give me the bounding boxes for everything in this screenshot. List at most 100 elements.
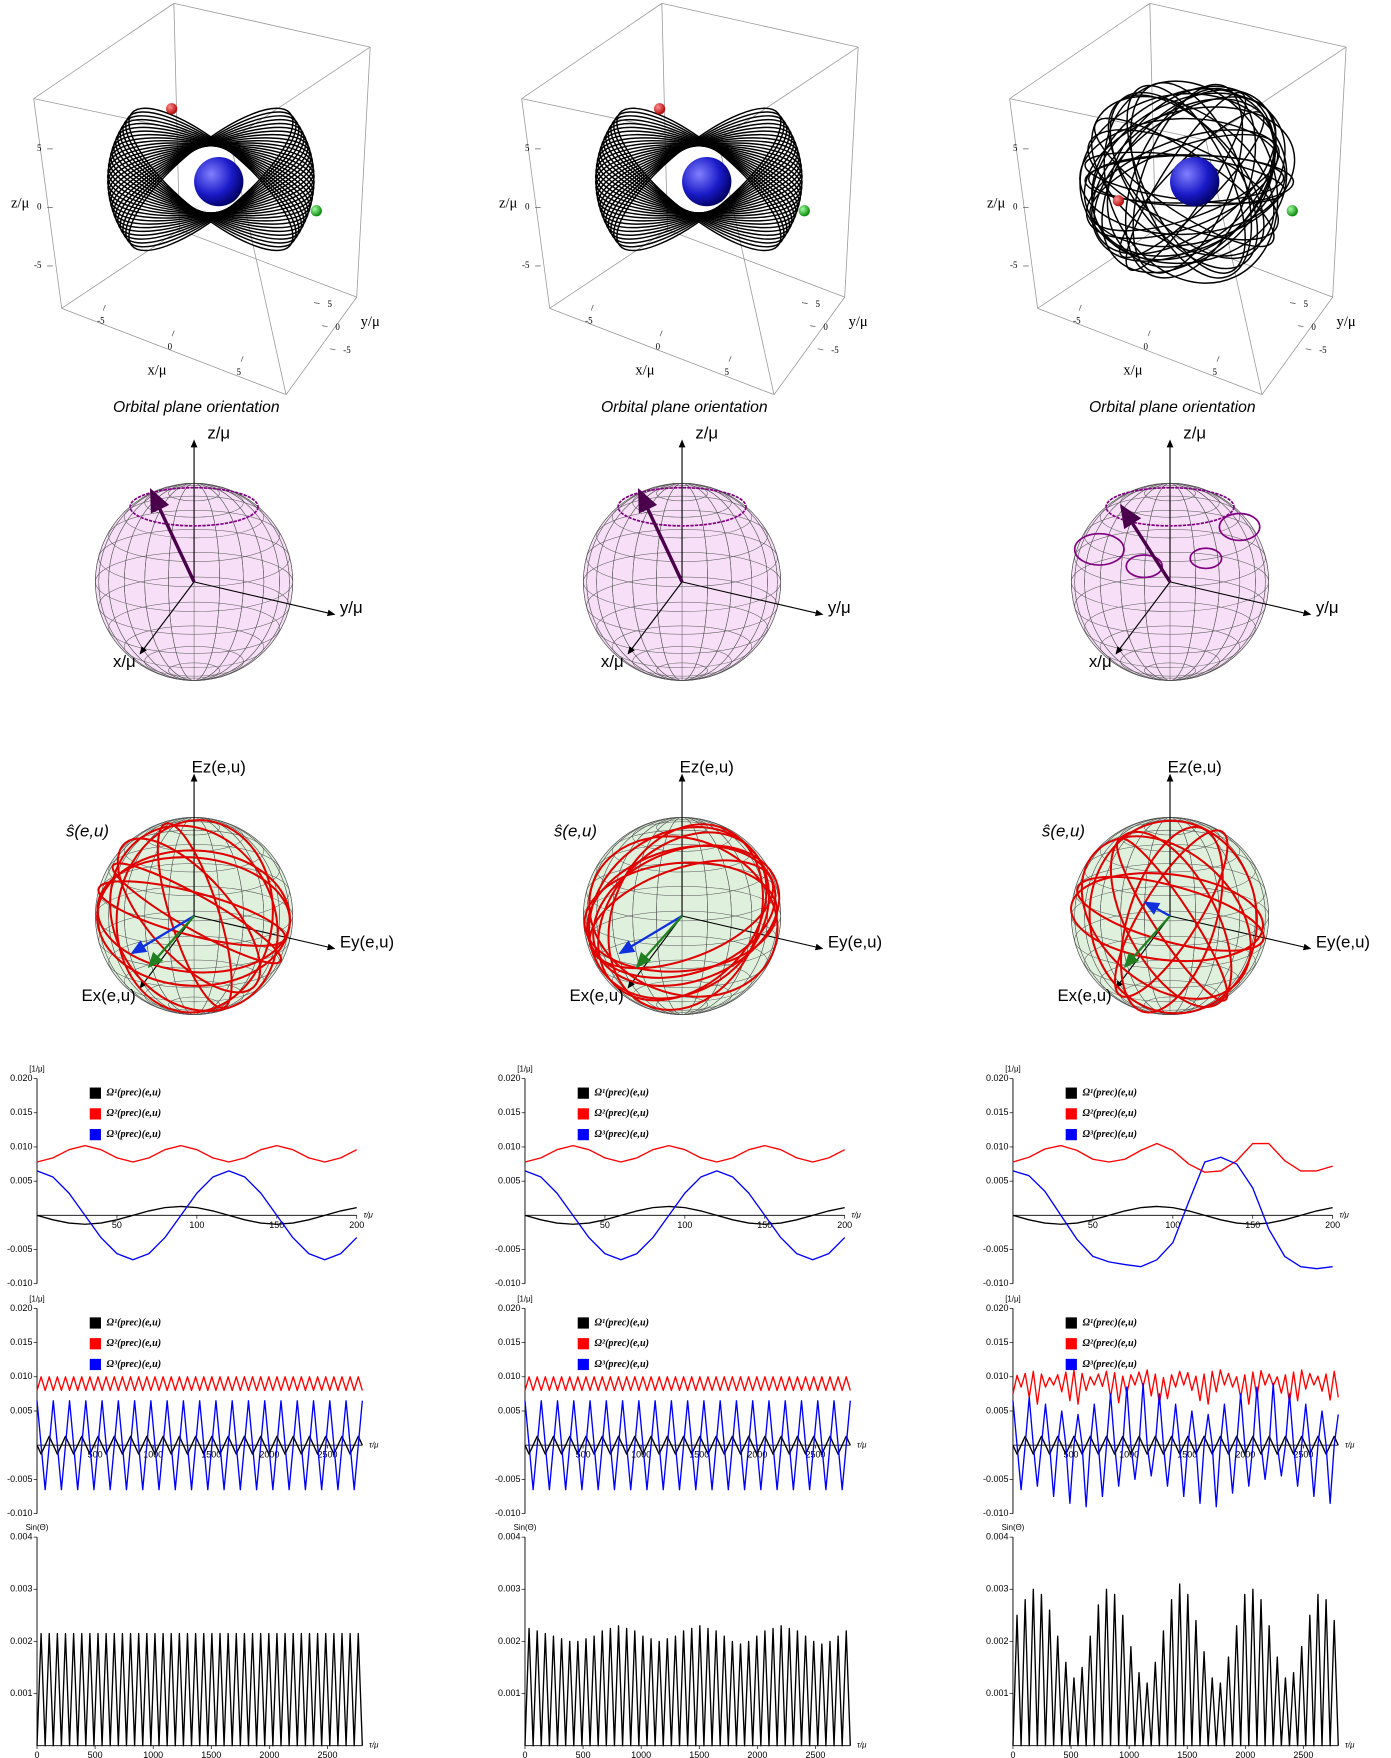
y-tick-label: 0.010 [498,1371,520,1381]
box-edge [1009,98,1039,309]
x-tick-label: 100 [677,1220,692,1230]
y-tick-label: -0.010 [7,1278,32,1288]
series-line [524,1376,851,1392]
parallel [1084,601,1256,654]
spin-curve [1076,875,1265,952]
box-edge [285,296,358,395]
central-body [682,156,732,207]
box-edge [179,229,357,298]
y-tick [1297,325,1304,328]
z-axis-label: Ez(e,u) [680,757,734,776]
parallel [656,662,708,679]
z-tick-label: 5 [37,143,42,153]
y-tick-label: -0.010 [983,1508,1008,1518]
precession-curve [129,486,259,527]
trajectory [129,486,259,527]
legend-swatch [89,1338,101,1350]
panel: -5 0 5 -5 0 5 -5 0 5 z/μ y/μ x/μ [987,2,1356,396]
orbit-wireframe [106,107,315,252]
legend-label: Ω¹(prec)(e,u) [1083,1317,1137,1328]
x-axis [1115,581,1171,655]
precession-loop [1218,512,1261,542]
legend-swatch [577,1108,589,1120]
x-tick-label: 2500 [805,1750,825,1758]
y-tick-label: 0.001 [10,1688,32,1698]
y-tick-label: 0.003 [498,1584,520,1594]
x-axis-label: τ/μ [363,1210,373,1219]
y-tick-label: 0.002 [10,1636,32,1646]
y-axis-label: Sin(Θ) [514,1523,537,1532]
y-tick-label: 5 [816,299,821,309]
parallel [611,625,753,668]
y-axis-label: [1/μ] [29,1295,44,1304]
spin-curve [1113,829,1229,998]
legend-label: Ω¹(prec)(e,u) [1083,1087,1137,1098]
panel: ŝ(e,u) Ez(e,u) Ey(e,u) Ex(e,u) [554,757,882,1015]
legend-label: Ω²(prec)(e,u) [595,1108,649,1119]
legend-swatch [577,1087,589,1099]
panel: Orbital plane orientation z/μ y/μ x/μ [1070,399,1339,681]
x-tick-label: 50 [600,1220,610,1230]
x-axis-label: Ex(e,u) [1057,986,1111,1005]
x-tick-label: 500 [576,1750,591,1758]
parallel [124,625,265,668]
y-axis [1169,915,1312,951]
x-axis-label: τ/μ [1345,1741,1355,1750]
precession-loop [1189,547,1223,570]
box-edge [667,229,845,298]
trajectory [96,819,292,1014]
y-tick-label: 0.004 [10,1532,32,1542]
z-tick-label: -5 [1010,260,1018,270]
series-line [36,1400,364,1491]
y-tick-label: 0.005 [986,1176,1008,1186]
orbit-wireframe [1079,80,1296,284]
spin-curve [607,823,764,1011]
x-tick-label: 5 [237,367,242,377]
box-edge [1149,3,1156,230]
series-line [36,1632,364,1747]
legend-label: Ω²(prec)(e,u) [1083,1338,1137,1349]
x-axis-label: τ/μ [369,1440,379,1449]
y-tick-label: 0.003 [10,1584,32,1594]
z-axis-label: z/μ [207,423,230,442]
body-green [1286,205,1298,217]
spin-curve [592,844,781,987]
x-tick [659,330,663,337]
parallel [168,662,220,679]
x-tick-label: 0 [1010,1750,1015,1758]
legend-label: Ω²(prec)(e,u) [595,1338,649,1349]
x-tick-label: 1000 [1119,1450,1139,1460]
y-axis-label: Sin(Θ) [26,1523,49,1532]
y-tick [314,302,320,305]
box-edge [33,98,63,309]
legend-label: Ω³(prec)(e,u) [595,1129,649,1140]
chart-title: Orbital plane orientation [601,399,768,416]
y-tick-label: 0.020 [498,1303,520,1313]
series-line [524,1144,846,1163]
x-axis-label: τ/μ [1345,1440,1355,1449]
y-tick [321,325,328,328]
y-tick-label: 0.015 [498,1337,520,1347]
z-axis-label: Ez(e,u) [192,757,246,776]
legend-swatch [1065,1338,1077,1350]
y-tick [801,302,808,305]
x-axis-label: τ/μ [369,1741,379,1750]
x-axis-label: x/μ [147,362,166,378]
z-tick-label: 0 [525,201,530,211]
y-axis-label: y/μ [1316,598,1339,617]
legend-label: Ω¹(prec)(e,u) [107,1317,161,1328]
series-line [524,1625,851,1747]
x-tick-label: 0 [35,1750,40,1758]
panel: ŝ(e,u) Ez(e,u) Ey(e,u) Ex(e,u) [66,757,394,1015]
x-tick-label: -5 [1073,316,1081,326]
y-tick-label: 0.010 [986,1141,1008,1151]
y-tick-label: 0.005 [498,1405,520,1415]
y-tick-label: -0.005 [7,1474,32,1484]
y-tick-label: -0.010 [983,1278,1008,1288]
legend-swatch [89,1317,101,1329]
y-axis-label: Ey(e,u) [1316,932,1370,951]
box-edge [844,47,859,298]
